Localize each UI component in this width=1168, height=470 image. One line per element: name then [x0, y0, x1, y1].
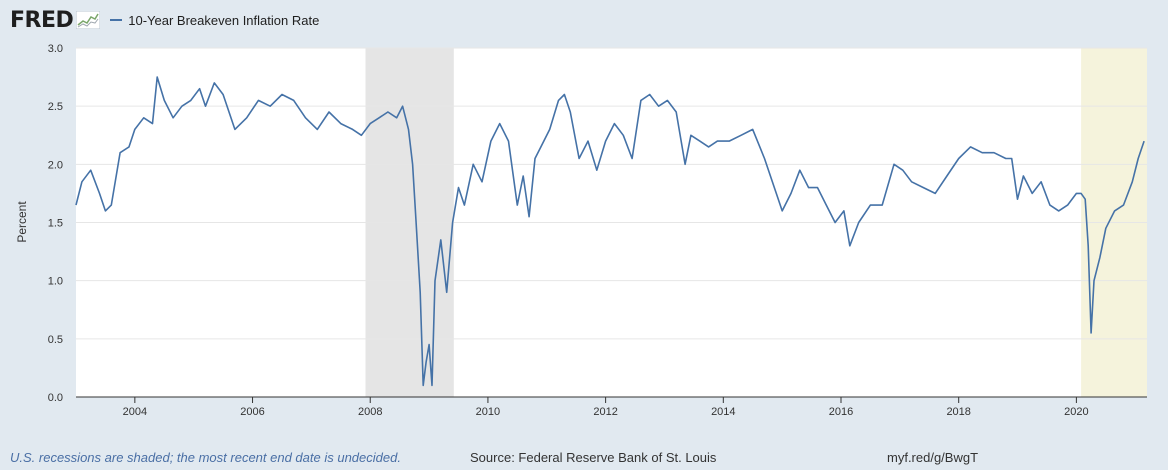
fred-logo[interactable]: FRED: [10, 7, 74, 33]
x-axis-ticks: 2004 2006 2008 2010 2012 2014 2016 2018 2020: [123, 397, 1089, 418]
chart-header: FRED 10-Year Breakeven Inflation Rate: [10, 6, 319, 34]
x-tick-label: 2012: [593, 406, 617, 418]
x-tick-label: 2010: [476, 406, 500, 418]
y-tick-label: 2.0: [48, 159, 63, 171]
x-tick-label: 2006: [240, 406, 264, 418]
x-tick-label: 2004: [123, 406, 147, 418]
legend-label[interactable]: 10-Year Breakeven Inflation Rate: [128, 12, 320, 28]
y-tick-label: 2.5: [48, 101, 63, 113]
y-axis-ticks: 0.0 0.5 1.0 1.5 2.0 2.5 3.0: [48, 43, 63, 404]
x-tick-label: 2016: [829, 406, 853, 418]
x-tick-label: 2008: [358, 406, 382, 418]
y-tick-label: 1.0: [48, 276, 63, 288]
legend-line-swatch: [110, 19, 123, 21]
y-tick-label: 3.0: [48, 43, 63, 55]
x-tick-label: 2020: [1064, 406, 1088, 418]
recession-note: U.S. recessions are shaded; the most rec…: [10, 450, 401, 465]
x-tick-label: 2018: [946, 406, 970, 418]
short-link[interactable]: myf.red/g/BwgT: [887, 450, 979, 465]
y-tick-label: 1.5: [48, 218, 63, 230]
fred-logo-graph-icon: [76, 11, 101, 29]
y-tick-label: 0.5: [48, 334, 63, 346]
series-line-breakeven-inflation[interactable]: [75, 76, 1145, 387]
source-text: Source: Federal Reserve Bank of St. Loui…: [470, 450, 717, 465]
y-tick-label: 0.0: [48, 392, 63, 404]
y-axis-title: Percent: [15, 201, 29, 243]
x-tick-label: 2014: [711, 406, 735, 418]
